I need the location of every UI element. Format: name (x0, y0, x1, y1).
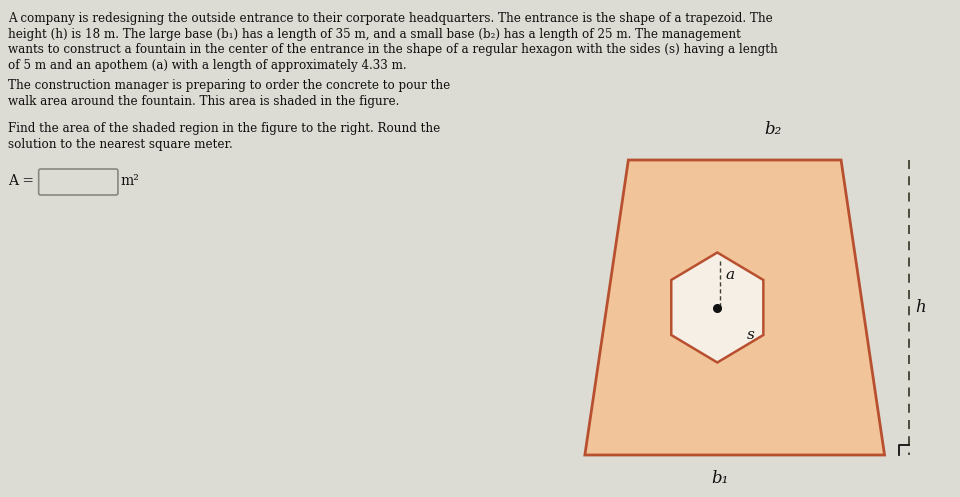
Text: b₁: b₁ (711, 470, 729, 487)
Text: The construction manager is preparing to order the concrete to pour the: The construction manager is preparing to… (8, 79, 450, 92)
Text: b₂: b₂ (765, 121, 782, 138)
Text: a: a (725, 267, 734, 282)
Polygon shape (585, 160, 884, 455)
Text: s: s (747, 328, 755, 342)
Text: of 5 m and an apothem (a) with a length of approximately 4.33 m.: of 5 m and an apothem (a) with a length … (8, 59, 406, 72)
Text: m²: m² (121, 174, 140, 188)
Text: Find the area of the shaded region in the figure to the right. Round the: Find the area of the shaded region in th… (8, 122, 440, 135)
FancyBboxPatch shape (38, 169, 118, 195)
Text: h: h (916, 299, 926, 316)
Text: A company is redesigning the outside entrance to their corporate headquarters. T: A company is redesigning the outside ent… (8, 12, 773, 25)
Text: A =: A = (8, 174, 34, 188)
Polygon shape (671, 252, 763, 362)
Text: wants to construct a fountain in the center of the entrance in the shape of a re: wants to construct a fountain in the cen… (8, 43, 778, 56)
Text: solution to the nearest square meter.: solution to the nearest square meter. (8, 138, 232, 151)
Text: height (h) is 18 m. The large base (b₁) has a length of 35 m, and a small base (: height (h) is 18 m. The large base (b₁) … (8, 27, 740, 40)
Text: walk area around the fountain. This area is shaded in the figure.: walk area around the fountain. This area… (8, 94, 399, 107)
